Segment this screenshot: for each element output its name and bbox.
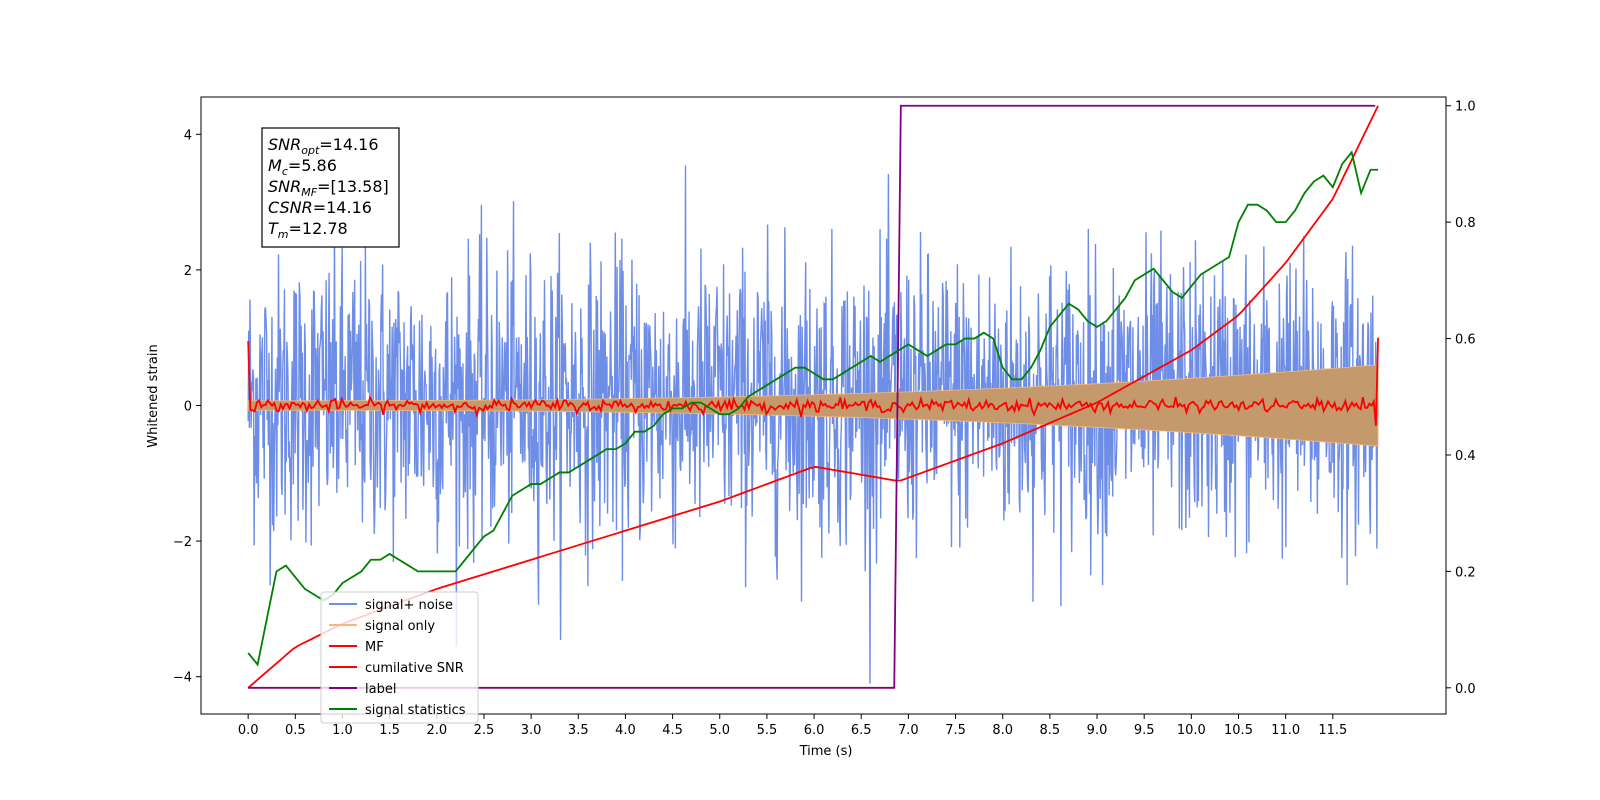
series-label-line [248, 104, 1376, 689]
x-axis-title: Time (s) [799, 744, 853, 759]
y2-tick-label: 1.0 [1455, 100, 1476, 115]
x-tick-label: 2.0 [426, 723, 447, 738]
series-mf-line [247, 337, 1379, 426]
legend-label: signal only [365, 619, 435, 634]
plot-area [247, 104, 1379, 689]
legend-label: label [365, 682, 396, 697]
y-axis-title: Whitened strain [146, 344, 161, 447]
y-tick-label: −4 [173, 671, 192, 686]
legend-label: MF [365, 640, 384, 655]
x-tick-label: 10.0 [1177, 723, 1206, 738]
y-tick-label: 4 [184, 128, 192, 143]
x-tick-label: 6.5 [851, 723, 872, 738]
x-tick-label: 7.0 [898, 723, 919, 738]
y-tick-label: 0 [184, 400, 192, 415]
x-tick-label: 3.5 [568, 723, 589, 738]
x-tick-label: 9.0 [1087, 723, 1108, 738]
annotation-snr-opt: SNRopt=14.16 [268, 135, 379, 157]
y2-tick-label: 0.0 [1455, 682, 1476, 697]
y2-tick-label: 0.6 [1455, 333, 1476, 348]
y-tick-label: 2 [184, 264, 192, 279]
x-tick-label: 10.5 [1224, 723, 1253, 738]
x-tick-label: 5.5 [757, 723, 778, 738]
x-tick-label: 4.0 [615, 723, 636, 738]
x-tick-label: 7.5 [945, 723, 966, 738]
legend-label: signal statistics [365, 703, 466, 718]
annotation-snr-mf: SNRMF=[13.58] [268, 177, 389, 199]
series-signal-only-band [247, 364, 1379, 447]
snr-annotation-box: SNRopt=14.16Mc=5.86SNRMF=[13.58]CSNR=14.… [261, 127, 400, 248]
x-tick-label: 8.5 [1040, 723, 1061, 738]
legend-label: cumilative SNR [365, 661, 464, 676]
y2-tick-label: 0.4 [1455, 449, 1476, 464]
legend-frame [320, 591, 479, 724]
x-tick-label: 9.5 [1134, 723, 1155, 738]
axes: 0.0 0.5 1.0 1.5 2.0 2.5 3.0 3.5 4.0 4.5 5.0 5.5 6.0 6… [173, 96, 1476, 738]
x-tick-label: 8.0 [992, 723, 1013, 738]
x-tick-label: 11.5 [1318, 723, 1347, 738]
y2-tick-label: 0.8 [1455, 216, 1476, 231]
x-tick-label: 3.0 [521, 723, 542, 738]
x-tick-label: 6.0 [804, 723, 825, 738]
x-tick-label: 4.5 [662, 723, 683, 738]
y2-tick-label: 0.2 [1455, 565, 1476, 580]
series-signal-statistics-line [247, 150, 1379, 667]
x-tick-label: 1.5 [379, 723, 400, 738]
x-tick-label: 5.0 [709, 723, 730, 738]
y-tick-label: −2 [173, 535, 192, 550]
annotation-tm: Tm=12.78 [268, 219, 348, 241]
x-tick-label: 11.0 [1271, 723, 1300, 738]
legend-label: signal+ noise [365, 598, 453, 613]
annotation-mc: Mc=5.86 [268, 156, 337, 178]
x-tick-label: 0.5 [285, 723, 306, 738]
legend: signal+ noise signal only MF cumilative SNR… [320, 591, 479, 724]
x-tick-label: 2.5 [474, 723, 495, 738]
series-cumilative-snr-line [247, 105, 1379, 689]
x-tick-label: 1.0 [332, 723, 353, 738]
annotation-frame [261, 127, 400, 248]
annotation-csnr: CSNR=14.16 [268, 198, 372, 217]
x-tick-label: 0.0 [238, 723, 259, 738]
